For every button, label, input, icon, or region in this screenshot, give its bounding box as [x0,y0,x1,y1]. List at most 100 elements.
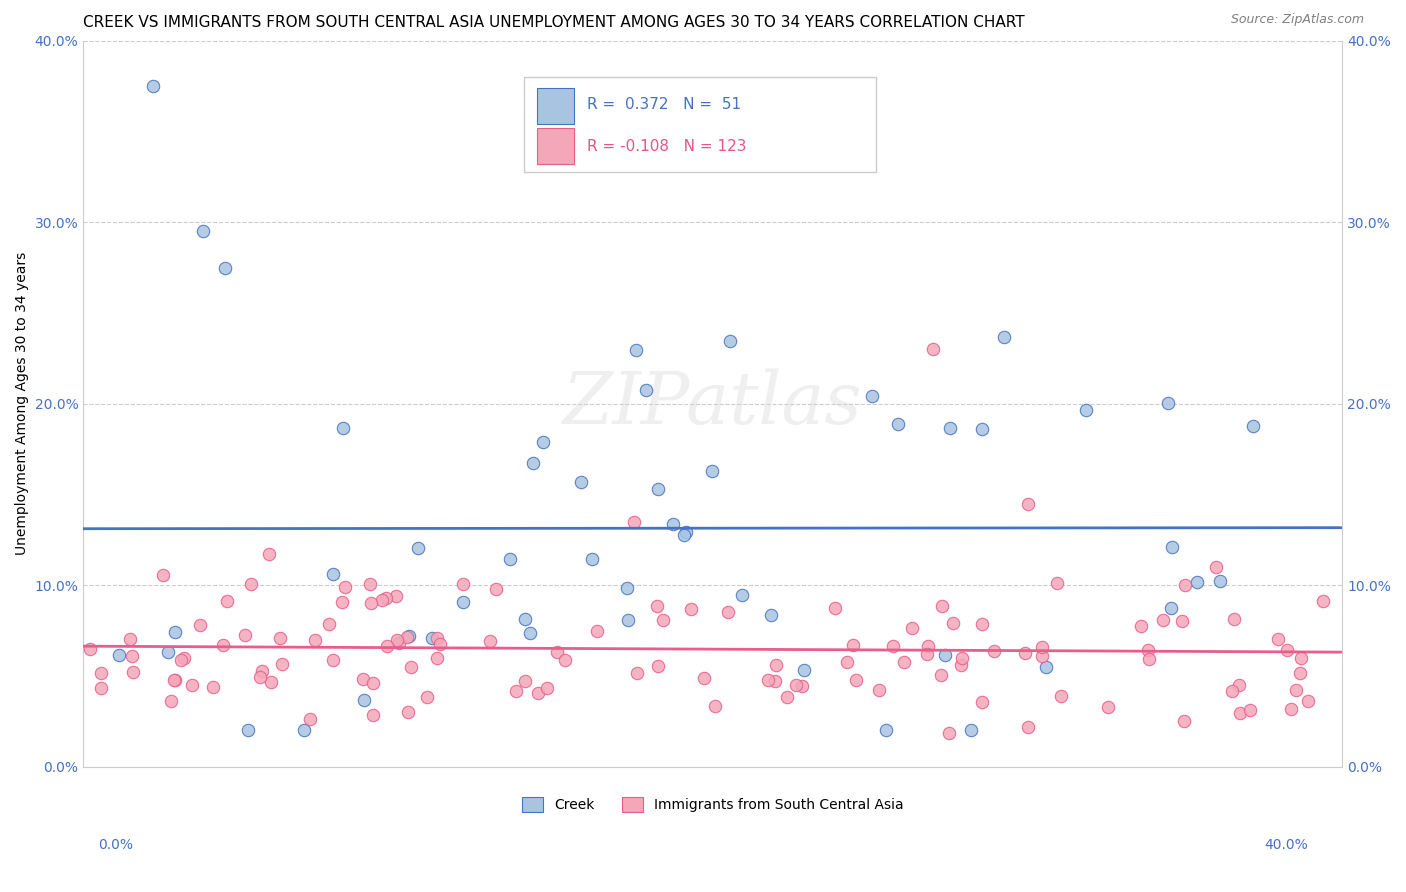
Point [718,334,741,348]
Point [531,434,554,449]
Point [163,673,186,687]
Point [212,638,235,652]
Point [1014,647,1036,661]
Point [623,515,645,529]
Point [1031,649,1053,664]
Point [960,723,983,738]
Point [122,665,145,679]
Point [269,631,291,645]
Point [893,655,915,669]
Point [498,552,520,566]
Point [173,651,195,665]
Point [1130,619,1153,633]
Point [554,653,576,667]
Point [1267,632,1289,647]
Point [353,693,375,707]
Point [546,645,568,659]
Point [513,673,536,688]
Point [939,421,962,435]
Point [934,648,956,662]
Point [647,659,669,673]
Text: R = -0.108   N = 123: R = -0.108 N = 123 [586,138,747,153]
Point [941,616,963,631]
Point [1220,683,1243,698]
Point [1076,403,1098,417]
Point [1017,496,1039,510]
Point [406,541,429,555]
Point [121,649,143,664]
Point [416,690,439,704]
Point [860,389,883,403]
Point [1137,652,1160,666]
Point [152,568,174,582]
Text: ZIPatlas: ZIPatlas [562,368,863,439]
Point [716,605,738,619]
Point [1209,574,1232,588]
Point [1289,666,1312,681]
Point [1171,615,1194,629]
Point [1160,540,1182,554]
Point [108,648,131,662]
Point [647,482,669,496]
Point [1035,660,1057,674]
Point [371,593,394,607]
Point [938,725,960,739]
Point [141,79,163,94]
Point [776,690,799,704]
Point [636,383,658,397]
Point [399,660,422,674]
Point [785,678,807,692]
Point [972,422,994,436]
Point [917,639,939,653]
Point [1227,678,1250,692]
Point [270,657,292,671]
Point [536,681,558,695]
Point [519,625,541,640]
Point [1285,682,1308,697]
Point [322,566,344,581]
Point [249,670,271,684]
Point [1097,700,1119,714]
Point [360,596,382,610]
Point [429,637,451,651]
Point [931,599,953,613]
Point [617,613,640,627]
Point [165,625,187,640]
Point [868,682,890,697]
Point [581,552,603,566]
Point [396,705,419,719]
Point [359,577,381,591]
Point [1173,714,1195,728]
Point [922,343,945,357]
Point [929,667,952,681]
Point [385,633,408,648]
Point [163,673,186,688]
Point [485,582,508,597]
Point [693,671,716,685]
Point [385,589,408,603]
Point [505,683,527,698]
Point [626,665,648,680]
Point [236,723,259,738]
Point [886,417,908,432]
Point [233,628,256,642]
Point [426,631,449,645]
Point [374,591,396,606]
Point [1187,574,1209,589]
Point [1239,703,1261,717]
Point [330,595,353,609]
Point [1312,594,1334,608]
Point [292,723,315,738]
Point [901,621,924,635]
Point [157,645,180,659]
Point [1229,706,1251,720]
Point [1205,560,1227,574]
Point [702,464,724,478]
Point [673,527,696,541]
Point [395,630,418,644]
Point [426,651,449,665]
Point [257,548,280,562]
Point [993,330,1015,344]
Point [1157,396,1180,410]
FancyBboxPatch shape [524,78,876,171]
